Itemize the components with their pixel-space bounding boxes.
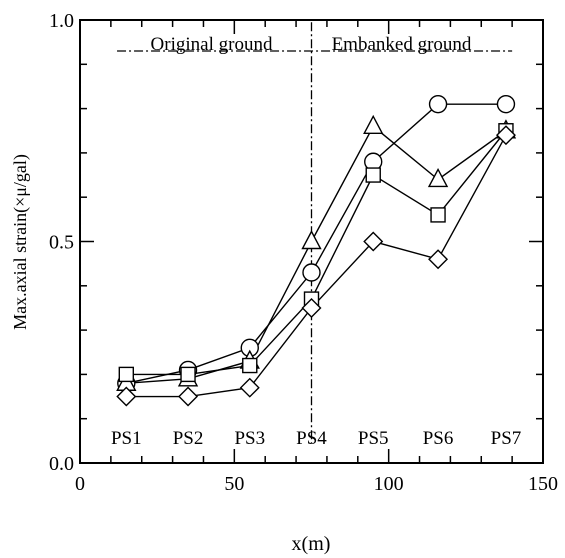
series-markers-diamond xyxy=(116,125,516,407)
square-marker xyxy=(365,167,381,183)
station-label: PS7 xyxy=(491,428,522,449)
station-label: PS2 xyxy=(173,428,204,449)
diamond-marker xyxy=(428,249,449,270)
triangle-marker xyxy=(363,114,384,135)
series-square xyxy=(126,130,507,376)
diamond-marker xyxy=(239,377,260,398)
diamond-marker xyxy=(116,386,137,407)
diamond-marker xyxy=(178,386,199,407)
station-label: PS1 xyxy=(111,428,142,449)
x-tick-label: 150 xyxy=(528,473,558,495)
triangle-marker xyxy=(301,230,322,250)
y-tick-label: 1.0 xyxy=(49,10,74,32)
triangle-marker xyxy=(427,167,449,188)
data-series xyxy=(116,94,517,407)
series-markers-square xyxy=(118,123,514,383)
series-markers-triangle xyxy=(116,114,517,391)
station-label: PS3 xyxy=(234,428,265,449)
tick-labels: 0 50 100 150 0.0 0.5 1.0 PS1 PS2 PS3 PS4 PS5 PS6 PS7 xyxy=(49,10,558,495)
diamond-marker xyxy=(301,297,322,318)
x-tick-label: 0 xyxy=(75,473,85,495)
square-marker xyxy=(242,357,258,374)
x-tick-label: 50 xyxy=(224,473,244,495)
station-label: PS5 xyxy=(358,428,389,449)
series-triangle xyxy=(126,125,507,384)
square-marker xyxy=(118,366,135,383)
circle-marker xyxy=(428,94,448,114)
series-line xyxy=(126,130,507,376)
station-label: PS4 xyxy=(296,428,327,449)
circle-marker xyxy=(496,94,516,114)
station-label: PS6 xyxy=(423,428,454,449)
x-tick-label: 100 xyxy=(374,473,404,495)
region-label-original: Original ground xyxy=(151,34,273,55)
y-tick-label: 0.5 xyxy=(49,232,74,254)
square-marker xyxy=(180,366,196,383)
diamond-marker xyxy=(363,231,384,252)
diamond-marker xyxy=(495,125,516,146)
region-label-embanked: Embanked ground xyxy=(332,34,472,55)
series-line xyxy=(126,125,507,384)
square-marker xyxy=(430,207,446,223)
axis-ticks xyxy=(79,19,544,464)
circle-marker xyxy=(302,263,321,282)
y-axis-label: Max.axial strain(×μ/gal) xyxy=(10,154,31,330)
y-tick-label: 0.0 xyxy=(49,453,74,475)
x-axis-label: x(m) xyxy=(292,533,331,555)
